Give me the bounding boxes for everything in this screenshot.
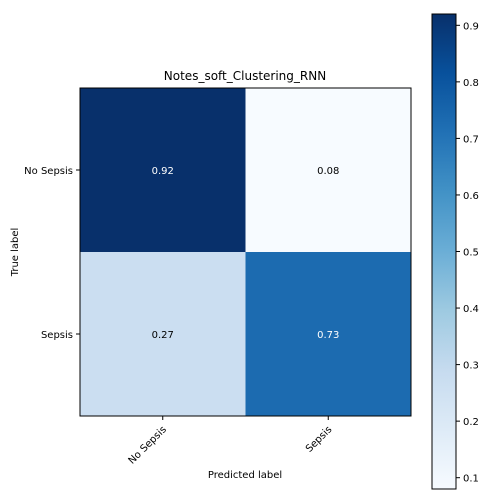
colorbar-tick-label: 0.2 [463,417,479,428]
heatmap-cells [80,88,411,416]
cell-value-label: 0.08 [317,166,339,177]
colorbar-ticks: 0.1 0.2 0.3 0.4 0.5 0.6 0.7 0.8 0.9 [456,21,479,485]
x-axis-ticks: No Sepsis Sepsis [127,416,334,467]
colorbar-tick-label: 0.1 [463,474,479,485]
chart-title: Notes_soft_Clustering_RNN [164,69,326,83]
heatmap-cell [245,88,411,252]
x-axis-label: Predicted label [208,470,282,481]
y-axis-ticks: No Sepsis Sepsis [24,166,80,341]
colorbar-tick-label: 0.3 [463,361,479,372]
y-axis-label: True label [10,228,21,278]
y-tick-label: No Sepsis [24,166,73,177]
colorbar-tick-label: 0.8 [463,78,479,89]
colorbar-tick-label: 0.5 [463,248,479,259]
colorbar-tick-label: 0.4 [463,304,479,315]
cell-value-label: 0.73 [317,330,339,341]
cell-value-labels: 0.92 0.08 0.27 0.73 [152,166,340,341]
colorbar-tick-label: 0.9 [463,21,479,32]
heatmap-cell [245,252,411,416]
colorbar-tick-label: 0.7 [463,134,479,145]
colorbar-tick-label: 0.6 [463,191,479,202]
x-tick-label: No Sepsis [127,424,169,466]
cell-value-label: 0.92 [152,166,174,177]
colorbar [431,13,457,490]
plot-frame [79,87,412,417]
heatmap-cell [80,252,246,416]
x-tick-label: Sepsis [304,424,334,454]
y-tick-label: Sepsis [41,330,73,341]
cell-value-label: 0.27 [152,330,174,341]
heatmap-cell [80,88,246,252]
